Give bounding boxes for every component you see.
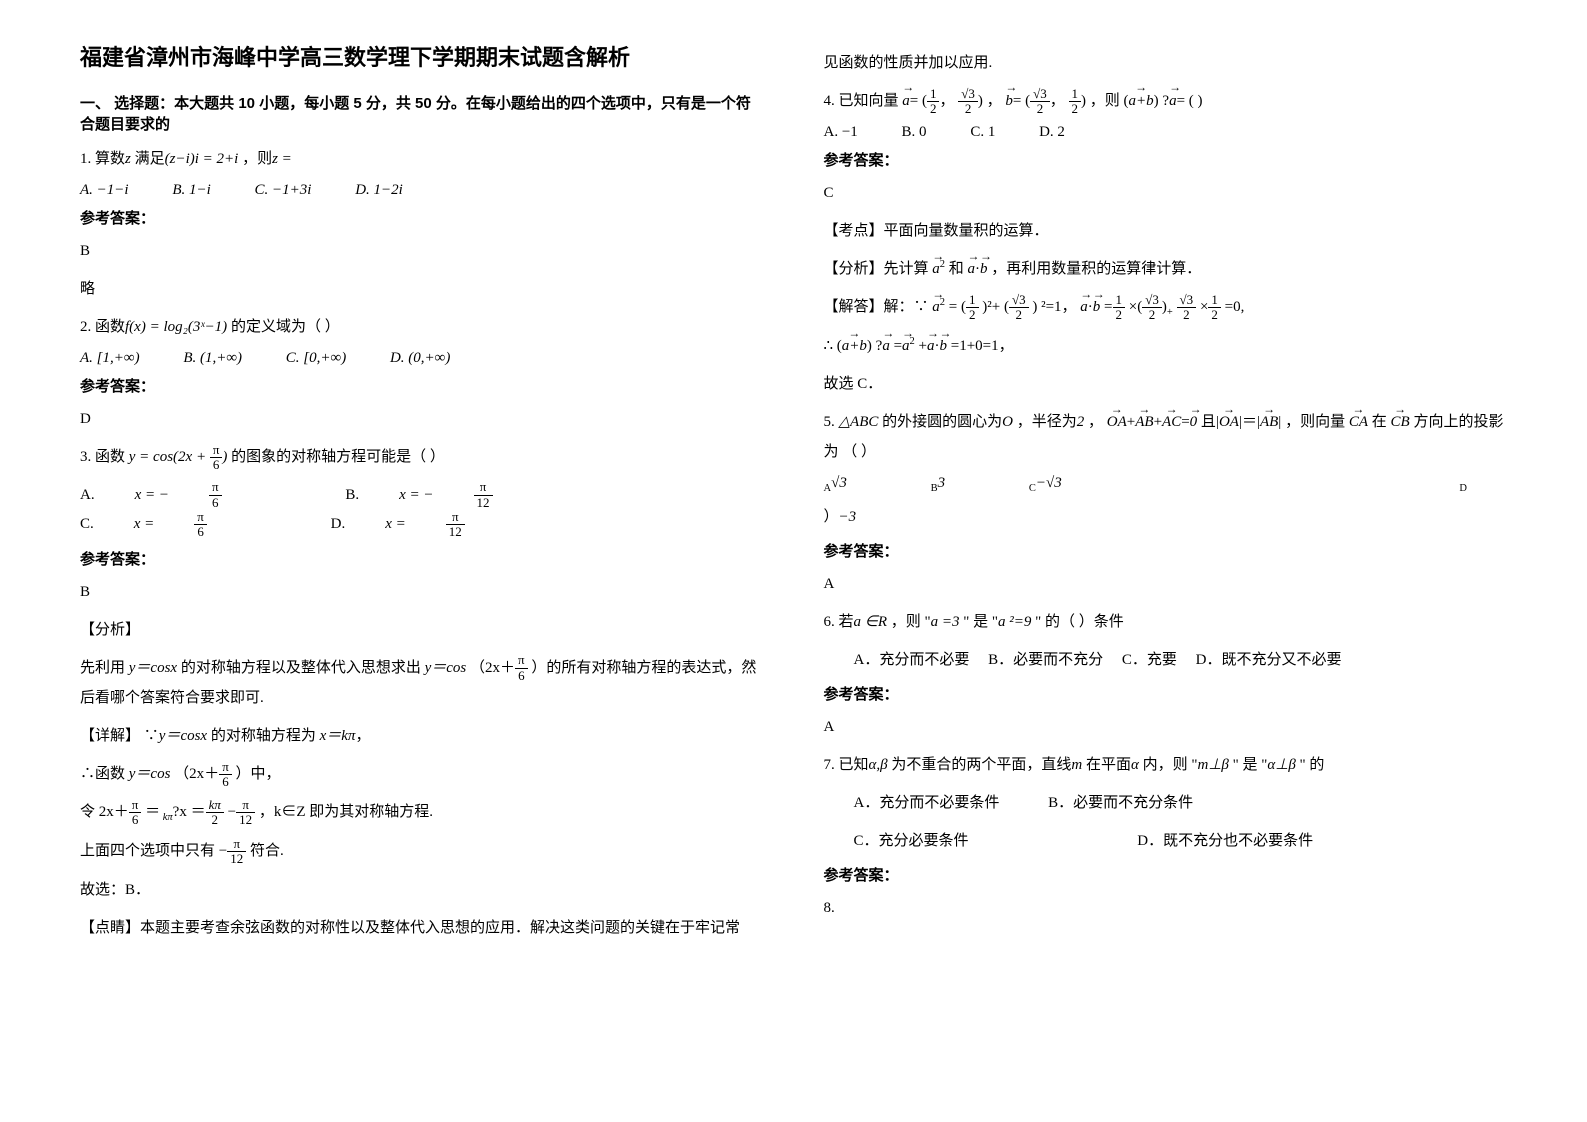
q6-answer-label: 参考答案： [824, 683, 1508, 704]
q2-answer: D [80, 404, 764, 434]
q1-answer-label: 参考答案： [80, 207, 764, 228]
q4-kd: 【考点】平面向量数量积的运算． [824, 216, 1508, 246]
q3-optC: C. x = π6 [80, 510, 287, 540]
q5-optB: B3 [931, 475, 986, 494]
right-column: 见函数的性质并加以应用. 4. 已知向量 a= (12， √32) ， b= (… [824, 40, 1508, 951]
q5-options: A√3 B3 C−√3 D [824, 475, 1508, 494]
q5-answer-label: 参考答案： [824, 540, 1508, 561]
page-title: 福建省漳州市海峰中学高三数学理下学期期末试题含解析 [80, 40, 764, 72]
q4-optC: C. 1 [970, 124, 995, 141]
q5-optD: D [1459, 475, 1467, 494]
q1-optA: A. −1−i [80, 182, 129, 199]
q3-detail1: 先利用 y＝cosx 的对称轴方程以及整体代入思想求出 y＝cos （2x＋π6… [80, 653, 764, 713]
q3-answer-label: 参考答案： [80, 548, 764, 569]
col2-continuation: 见函数的性质并加以应用. [824, 48, 1508, 78]
q3-optB: B. x = −π12 [345, 480, 572, 510]
q4-stem: 4. 已知向量 a= (12， √32) ， b= (√32， 12) ，则 (… [824, 86, 1508, 116]
q3-detail5: 上面四个选项中只有 −π12 符合. [80, 836, 764, 866]
q7-optA: A．充分而不必要条件 [854, 795, 1000, 811]
q4-optB: B. 0 [902, 124, 927, 141]
q3-point: 【点睛】本题主要考查余弦函数的对称性以及整体代入思想的应用．解决这类问题的关键在… [80, 913, 764, 943]
q5-optA: A√3 [824, 475, 887, 494]
q4-optD: D. 2 [1039, 124, 1065, 141]
q7-stem: 7. 已知α,β 为不重合的两个平面，直线m 在平面α 内，则 "m⊥β " 是… [824, 750, 1508, 780]
q5-optC: C−√3 [1029, 475, 1102, 494]
q7-optC: C．充分必要条件 [854, 833, 969, 849]
q7-answer-label: 参考答案： [824, 864, 1508, 885]
q5-stem: 5. △ABC 的外接圆的圆心为O ，半径为2 ， OA+AB+AC=0 且|O… [824, 407, 1508, 467]
q6-optC: C．充要 [1122, 652, 1177, 668]
q6-optB: B．必要而不充分 [988, 652, 1103, 668]
q2-optD: D. (0,+∞) [390, 350, 450, 367]
q1-optD: D. 1−2i [355, 182, 403, 199]
q4-jd3: 故选 C． [824, 369, 1508, 399]
section-1-head: 一、 选择题：本大题共 10 小题，每小题 5 分，共 50 分。在每小题给出的… [80, 92, 764, 134]
q1-optB: B. 1−i [172, 182, 210, 199]
q3-detail6: 故选：B． [80, 875, 764, 905]
q4-options: A. −1 B. 0 C. 1 D. 2 [824, 124, 1508, 141]
q7-optB: B．必要而不充分条件 [1048, 795, 1193, 811]
q4-answer: C [824, 178, 1508, 208]
q1-略: 略 [80, 274, 764, 304]
q3-detail2: 【详解】 ∵y＝cosx 的对称轴方程为 x＝kπ， [80, 721, 764, 751]
q1-answer: B [80, 236, 764, 266]
q7-options-1: A．充分而不必要条件 B．必要而不充分条件 [854, 788, 1508, 818]
q2-answer-label: 参考答案： [80, 375, 764, 396]
q2-optA: A. [1,+∞) [80, 350, 140, 367]
q2-optB: B. (1,+∞) [183, 350, 242, 367]
q6-options: A．充分而不必要 B．必要而不充分 C．充要 D．既不充分又不必要 [854, 645, 1508, 675]
q3-optA: A. x = −π6 [80, 480, 302, 510]
left-column: 福建省漳州市海峰中学高三数学理下学期期末试题含解析 一、 选择题：本大题共 10… [80, 40, 764, 951]
q4-jd2: ∴ (a+b) ?a =a2 +a·b =1+0=1， [824, 331, 1508, 361]
q6-optA: A．充分而不必要 [854, 652, 970, 668]
q3-analysis-label: 【分析】 [80, 615, 764, 645]
q3-answer: B [80, 577, 764, 607]
q4-jd1: 【解答】解：∵ a2 = (12 )²+ (√32 ) ²=1， a·b =12… [824, 292, 1508, 323]
q3-options: A. x = −π6 B. x = −π12 C. x = π6 D. x = … [80, 480, 764, 539]
q4-optA: A. −1 [824, 124, 858, 141]
q7-optD: D．既不充分也不必要条件 [1137, 833, 1313, 849]
q3-detail4: 令 2x＋π6 ＝ kπ?x ＝kπ2 −π12 ，k∈Z 即为其对称轴方程. [80, 797, 764, 828]
q5-optD-row: ）−3 [824, 502, 1508, 532]
q8-num: 8. [824, 893, 1508, 923]
q2-options: A. [1,+∞) B. (1,+∞) C. [0,+∞) D. (0,+∞) [80, 350, 764, 367]
q3-optD: D. x = π12 [331, 510, 545, 540]
q1-options: A. −1−i B. 1−i C. −1+3i D. 1−2i [80, 182, 764, 199]
q7-options-2: C．充分必要条件 D．既不充分也不必要条件 [854, 826, 1508, 856]
q6-optD: D．既不充分又不必要 [1196, 652, 1342, 668]
q1-stem: 1. 算数z 满足(z−i)i = 2+i ，则z = [80, 144, 764, 174]
q2-optC: C. [0,+∞) [286, 350, 346, 367]
q3-stem: 3. 函数 y = cos(2x + π6) 的图象的对称轴方程可能是（ ） [80, 442, 764, 472]
q4-fx: 【分析】先计算 a2 和 a·b ，再利用数量积的运算律计算． [824, 254, 1508, 284]
q6-stem: 6. 若a ∈R ，则 "a =3 " 是 "a ²=9 " 的（ ）条件 [824, 607, 1508, 637]
q4-answer-label: 参考答案： [824, 149, 1508, 170]
q6-answer: A [824, 712, 1508, 742]
q2-stem: 2. 函数f(x) = log₂(3ˣ−1) 的定义域为（ ） [80, 312, 764, 342]
q5-answer: A [824, 569, 1508, 599]
q1-optC: C. −1+3i [255, 182, 312, 199]
q3-detail3: ∴函数 y＝cos （2x＋π6 ）中， [80, 759, 764, 789]
